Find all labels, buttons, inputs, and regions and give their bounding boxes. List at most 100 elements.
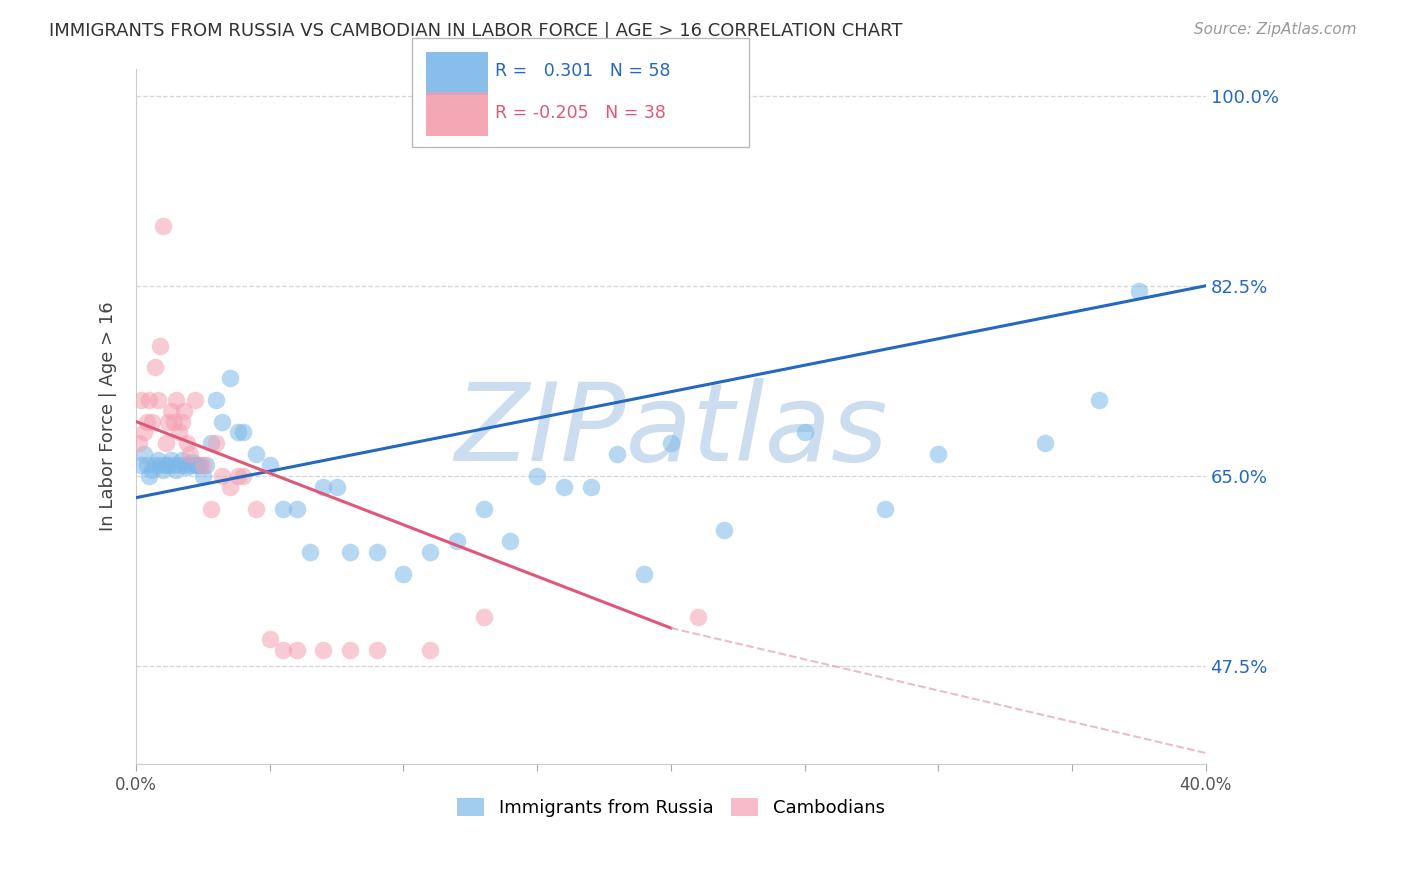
Point: [245, 447, 267, 461]
Point: [134, 447, 156, 461]
Point: [141, 415, 163, 429]
Point: [526, 469, 548, 483]
Point: [176, 460, 198, 475]
Point: [472, 610, 495, 624]
Text: R = -0.205   N = 38: R = -0.205 N = 38: [495, 104, 666, 122]
Text: ZIPatlas: ZIPatlas: [454, 377, 887, 483]
Point: [226, 469, 249, 483]
Point: [419, 642, 441, 657]
Point: [226, 425, 249, 440]
Point: [366, 642, 388, 657]
Point: [131, 458, 153, 472]
Point: [200, 436, 222, 450]
Point: [128, 436, 150, 450]
Point: [232, 469, 254, 483]
Point: [173, 458, 195, 472]
Point: [686, 610, 709, 624]
Y-axis label: In Labor Force | Age > 16: In Labor Force | Age > 16: [100, 301, 117, 531]
Point: [181, 455, 204, 469]
Point: [187, 458, 209, 472]
Legend: Immigrants from Russia, Cambodians: Immigrants from Russia, Cambodians: [450, 790, 891, 824]
Point: [188, 458, 211, 472]
Point: [579, 480, 602, 494]
Point: [659, 436, 682, 450]
Point: [131, 392, 153, 407]
Point: [170, 415, 193, 429]
Point: [160, 403, 183, 417]
Point: [138, 469, 160, 483]
Point: [135, 415, 157, 429]
Point: [194, 458, 217, 472]
Point: [339, 642, 361, 657]
Point: [312, 480, 335, 494]
Point: [472, 501, 495, 516]
Point: [191, 469, 214, 483]
Point: [366, 545, 388, 559]
Point: [170, 452, 193, 467]
Point: [205, 436, 228, 450]
Point: [149, 338, 172, 352]
Point: [1128, 284, 1150, 298]
Point: [165, 392, 187, 407]
Point: [184, 458, 207, 472]
Point: [927, 447, 949, 461]
Point: [793, 425, 815, 440]
Point: [298, 545, 321, 559]
Point: [285, 501, 308, 516]
Point: [152, 463, 174, 477]
Point: [392, 566, 415, 581]
Point: [1033, 436, 1056, 450]
Point: [713, 523, 735, 537]
Point: [143, 458, 166, 472]
Point: [211, 415, 233, 429]
Point: [245, 501, 267, 516]
Point: [179, 447, 201, 461]
Point: [339, 545, 361, 559]
Point: [271, 501, 294, 516]
Point: [179, 458, 201, 472]
Point: [167, 425, 190, 440]
Point: [312, 642, 335, 657]
Point: [191, 458, 214, 472]
Point: [146, 392, 169, 407]
Text: IMMIGRANTS FROM RUSSIA VS CAMBODIAN IN LABOR FORCE | AGE > 16 CORRELATION CHART: IMMIGRANTS FROM RUSSIA VS CAMBODIAN IN L…: [49, 22, 903, 40]
Point: [271, 642, 294, 657]
Point: [162, 458, 184, 472]
Point: [141, 463, 163, 477]
Point: [218, 371, 240, 385]
Point: [499, 534, 522, 549]
Point: [138, 392, 160, 407]
Text: R =   0.301   N = 58: R = 0.301 N = 58: [495, 62, 671, 80]
Point: [200, 501, 222, 516]
Point: [325, 480, 347, 494]
Point: [149, 458, 172, 472]
Point: [633, 566, 655, 581]
Text: Source: ZipAtlas.com: Source: ZipAtlas.com: [1194, 22, 1357, 37]
Point: [553, 480, 575, 494]
Point: [1087, 392, 1109, 407]
Point: [152, 219, 174, 233]
Point: [157, 415, 180, 429]
Point: [155, 458, 177, 472]
Point: [218, 480, 240, 494]
Point: [143, 360, 166, 375]
Point: [173, 403, 195, 417]
Point: [165, 463, 187, 477]
Point: [134, 425, 156, 440]
Point: [446, 534, 468, 549]
Point: [232, 425, 254, 440]
Point: [285, 642, 308, 657]
Point: [184, 392, 207, 407]
Point: [606, 447, 628, 461]
Point: [146, 452, 169, 467]
Point: [205, 392, 228, 407]
Point: [160, 452, 183, 467]
Point: [167, 458, 190, 472]
Point: [157, 458, 180, 472]
Point: [259, 632, 281, 646]
Point: [259, 458, 281, 472]
Point: [162, 415, 184, 429]
Point: [873, 501, 896, 516]
Point: [211, 469, 233, 483]
Point: [419, 545, 441, 559]
